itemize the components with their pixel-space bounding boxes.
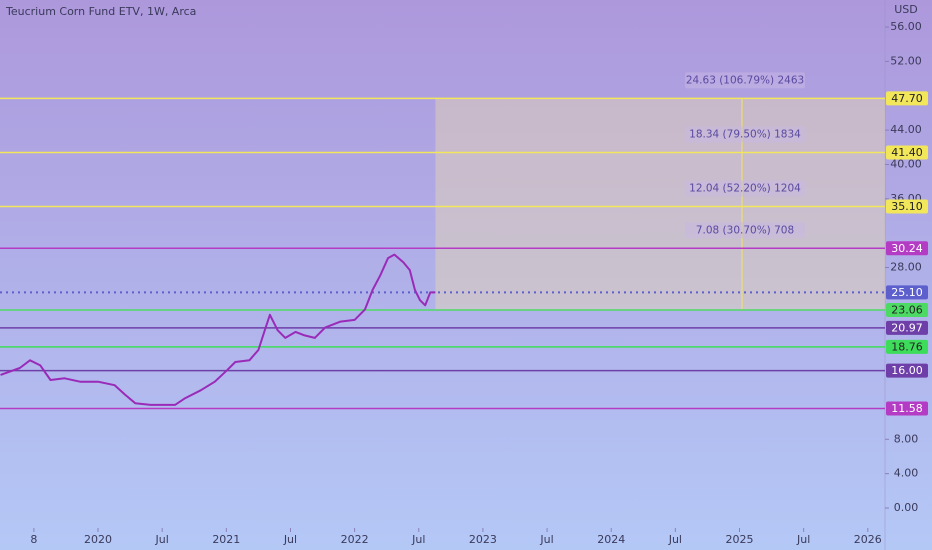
annotation-bg xyxy=(685,72,805,89)
price-badge xyxy=(886,320,928,335)
price-badge-label: 41.40 xyxy=(891,146,923,159)
x-tick-label: 2020 xyxy=(84,533,112,546)
projection-zone xyxy=(435,98,885,310)
price-badge xyxy=(886,241,928,256)
measure-label: 12.04 (52.20%) 1204 xyxy=(689,183,801,195)
x-tick-label: Jul xyxy=(539,533,553,546)
measure-label: 18.34 (79.50%) 1834 xyxy=(689,128,801,140)
price-badge xyxy=(886,401,928,416)
x-tick-label: Jul xyxy=(283,533,297,546)
price-badge xyxy=(886,302,928,317)
measure-label: 24.63 (106.79%) 2463 xyxy=(686,74,804,86)
y-tick-label: 4.00 xyxy=(894,467,919,480)
y-tick-label: 28.00 xyxy=(890,261,922,274)
price-badge-label: 18.76 xyxy=(891,340,923,353)
currency: USD xyxy=(894,3,918,16)
y-tick-label: 0.00 xyxy=(894,501,919,514)
price-badge xyxy=(886,339,928,354)
price-badge-label: 11.58 xyxy=(891,402,923,415)
price-badge xyxy=(886,145,928,160)
price-badge-label: 16.00 xyxy=(891,364,923,377)
annotation-bg xyxy=(685,180,805,197)
x-tick-label: Jul xyxy=(155,533,169,546)
price-badge-label: 20.97 xyxy=(891,321,923,334)
chart-title: Teucrium Corn Fund ETV, 1W, Arca xyxy=(5,5,196,18)
y-tick-label: 52.00 xyxy=(890,54,922,67)
price-badge xyxy=(886,363,928,378)
x-tick-label: Jul xyxy=(411,533,425,546)
price-badge-label: 47.70 xyxy=(891,92,923,105)
y-tick-label: 8.00 xyxy=(894,432,919,445)
y-tick-label: 56.00 xyxy=(890,20,922,33)
price-badge xyxy=(886,199,928,214)
x-tick-label: 8 xyxy=(30,533,37,546)
x-tick-label: Jul xyxy=(796,533,810,546)
price-line xyxy=(0,253,436,406)
annotation-bg xyxy=(685,126,805,143)
x-tick-label: 2022 xyxy=(341,533,369,546)
x-tick-label: 2025 xyxy=(726,533,754,546)
y-tick-label: 40.00 xyxy=(890,157,922,170)
y-tick-label: 44.00 xyxy=(890,123,922,136)
price-badge xyxy=(886,91,928,106)
price-badge-label: 30.24 xyxy=(891,242,923,255)
measure-label: 7.08 (30.70%) 708 xyxy=(696,224,794,236)
annotation-bg xyxy=(685,222,805,239)
x-tick-label: 2026 xyxy=(854,533,882,546)
price-badge-label: 25.10 xyxy=(891,286,923,299)
price-badge-label: 23.06 xyxy=(891,303,923,316)
price-badge-label: 35.10 xyxy=(891,200,923,213)
x-tick-label: Jul xyxy=(668,533,682,546)
x-tick-label: 2021 xyxy=(212,533,240,546)
price-badge xyxy=(886,285,928,300)
x-tick-label: 2023 xyxy=(469,533,497,546)
x-tick-label: 2024 xyxy=(597,533,625,546)
